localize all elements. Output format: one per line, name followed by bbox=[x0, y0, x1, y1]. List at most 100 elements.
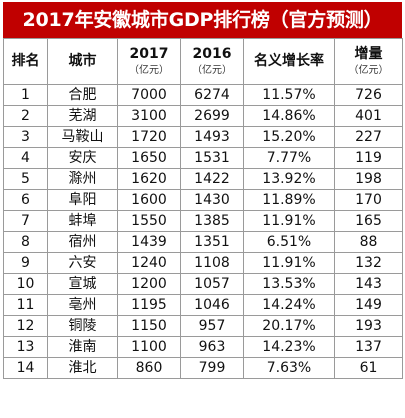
cell-gdp-2016: 6274 bbox=[180, 84, 244, 106]
table-row: 2 芜湖 3100 2699 14.86% 401 bbox=[3, 105, 403, 127]
cell-gdp-2017: 1150 bbox=[117, 315, 181, 337]
cell-gdp-2016: 1493 bbox=[180, 126, 244, 148]
header-growth: 名义增长率 bbox=[243, 38, 335, 85]
header-city-label: 城市 bbox=[68, 52, 97, 69]
cell-increase: 165 bbox=[334, 210, 403, 232]
cell-gdp-2016: 2699 bbox=[180, 105, 244, 127]
cell-gdp-2016: 1422 bbox=[180, 168, 244, 190]
header-growth-label: 名义增长率 bbox=[254, 52, 324, 69]
cell-rank: 13 bbox=[3, 336, 48, 358]
table-header: 排名 城市 2017 （亿元） 2016 （亿元） 名义增长率 增量 （亿元） bbox=[3, 38, 403, 85]
cell-gdp-2017: 1620 bbox=[117, 168, 181, 190]
cell-gdp-2016: 1531 bbox=[180, 147, 244, 169]
cell-rank: 4 bbox=[3, 147, 48, 169]
gdp-table: 排名 城市 2017 （亿元） 2016 （亿元） 名义增长率 增量 （亿元） … bbox=[3, 38, 403, 379]
cell-city: 宿州 bbox=[47, 231, 118, 253]
cell-gdp-2016: 1108 bbox=[180, 252, 244, 274]
cell-growth-rate: 6.51% bbox=[243, 231, 335, 253]
header-2016: 2016 （亿元） bbox=[180, 38, 244, 85]
cell-increase: 88 bbox=[334, 231, 403, 253]
header-2017-unit: （亿元） bbox=[129, 64, 169, 76]
header-increase: 增量 （亿元） bbox=[334, 38, 403, 85]
header-2016-label: 2016 bbox=[192, 46, 232, 63]
cell-city: 蚌埠 bbox=[47, 210, 118, 232]
cell-city: 淮北 bbox=[47, 357, 118, 379]
table-row: 3 马鞍山 1720 1493 15.20% 227 bbox=[3, 126, 403, 148]
cell-gdp-2017: 1650 bbox=[117, 147, 181, 169]
cell-growth-rate: 15.20% bbox=[243, 126, 335, 148]
cell-city: 安庆 bbox=[47, 147, 118, 169]
cell-growth-rate: 7.63% bbox=[243, 357, 335, 379]
cell-city: 宣城 bbox=[47, 273, 118, 295]
cell-city: 亳州 bbox=[47, 294, 118, 316]
cell-growth-rate: 13.92% bbox=[243, 168, 335, 190]
cell-city: 六安 bbox=[47, 252, 118, 274]
header-2017: 2017 （亿元） bbox=[117, 38, 181, 85]
cell-gdp-2017: 1550 bbox=[117, 210, 181, 232]
cell-growth-rate: 14.24% bbox=[243, 294, 335, 316]
table-row: 12 铜陵 1150 957 20.17% 193 bbox=[3, 315, 403, 337]
cell-growth-rate: 11.91% bbox=[243, 252, 335, 274]
cell-increase: 170 bbox=[334, 189, 403, 211]
cell-rank: 8 bbox=[3, 231, 48, 253]
cell-city: 铜陵 bbox=[47, 315, 118, 337]
cell-gdp-2017: 1100 bbox=[117, 336, 181, 358]
cell-increase: 401 bbox=[334, 105, 403, 127]
cell-growth-rate: 7.77% bbox=[243, 147, 335, 169]
cell-gdp-2017: 860 bbox=[117, 357, 181, 379]
cell-growth-rate: 20.17% bbox=[243, 315, 335, 337]
cell-rank: 9 bbox=[3, 252, 48, 274]
cell-growth-rate: 14.23% bbox=[243, 336, 335, 358]
cell-gdp-2016: 1046 bbox=[180, 294, 244, 316]
header-increase-label: 增量 bbox=[354, 46, 383, 63]
cell-growth-rate: 14.86% bbox=[243, 105, 335, 127]
header-row: 排名 城市 2017 （亿元） 2016 （亿元） 名义增长率 增量 （亿元） bbox=[3, 38, 403, 85]
cell-increase: 119 bbox=[334, 147, 403, 169]
table-row: 7 蚌埠 1550 1385 11.91% 165 bbox=[3, 210, 403, 232]
table-title: 2017年安徽城市GDP排行榜（官方预测） bbox=[3, 2, 402, 38]
table-row: 6 阜阳 1600 1430 11.89% 170 bbox=[3, 189, 403, 211]
cell-rank: 5 bbox=[3, 168, 48, 190]
cell-city: 芜湖 bbox=[47, 105, 118, 127]
cell-growth-rate: 11.91% bbox=[243, 210, 335, 232]
cell-gdp-2017: 1240 bbox=[117, 252, 181, 274]
cell-gdp-2016: 1057 bbox=[180, 273, 244, 295]
cell-city: 马鞍山 bbox=[47, 126, 118, 148]
header-city: 城市 bbox=[47, 38, 118, 85]
cell-growth-rate: 13.53% bbox=[243, 273, 335, 295]
cell-gdp-2017: 3100 bbox=[117, 105, 181, 127]
cell-gdp-2017: 1439 bbox=[117, 231, 181, 253]
table-row: 14 淮北 860 799 7.63% 61 bbox=[3, 357, 403, 379]
cell-city: 阜阳 bbox=[47, 189, 118, 211]
cell-rank: 10 bbox=[3, 273, 48, 295]
table-row: 4 安庆 1650 1531 7.77% 119 bbox=[3, 147, 403, 169]
table-row: 9 六安 1240 1108 11.91% 132 bbox=[3, 252, 403, 274]
cell-increase: 132 bbox=[334, 252, 403, 274]
cell-rank: 11 bbox=[3, 294, 48, 316]
header-2017-label: 2017 bbox=[129, 46, 169, 63]
cell-increase: 143 bbox=[334, 273, 403, 295]
cell-city: 合肥 bbox=[47, 84, 118, 106]
header-rank: 排名 bbox=[3, 38, 48, 85]
cell-increase: 149 bbox=[334, 294, 403, 316]
cell-gdp-2017: 1200 bbox=[117, 273, 181, 295]
cell-gdp-2017: 7000 bbox=[117, 84, 181, 106]
cell-increase: 61 bbox=[334, 357, 403, 379]
cell-gdp-2016: 1430 bbox=[180, 189, 244, 211]
cell-gdp-2016: 1351 bbox=[180, 231, 244, 253]
cell-rank: 3 bbox=[3, 126, 48, 148]
cell-gdp-2017: 1600 bbox=[117, 189, 181, 211]
cell-rank: 14 bbox=[3, 357, 48, 379]
cell-rank: 6 bbox=[3, 189, 48, 211]
cell-gdp-2017: 1720 bbox=[117, 126, 181, 148]
header-increase-unit: （亿元） bbox=[348, 64, 389, 76]
cell-gdp-2016: 963 bbox=[180, 336, 244, 358]
table-row: 1 合肥 7000 6274 11.57% 726 bbox=[3, 84, 403, 106]
cell-rank: 12 bbox=[3, 315, 48, 337]
cell-city: 淮南 bbox=[47, 336, 118, 358]
header-rank-label: 排名 bbox=[11, 52, 40, 69]
table-row: 5 滁州 1620 1422 13.92% 198 bbox=[3, 168, 403, 190]
cell-gdp-2016: 1385 bbox=[180, 210, 244, 232]
cell-increase: 137 bbox=[334, 336, 403, 358]
